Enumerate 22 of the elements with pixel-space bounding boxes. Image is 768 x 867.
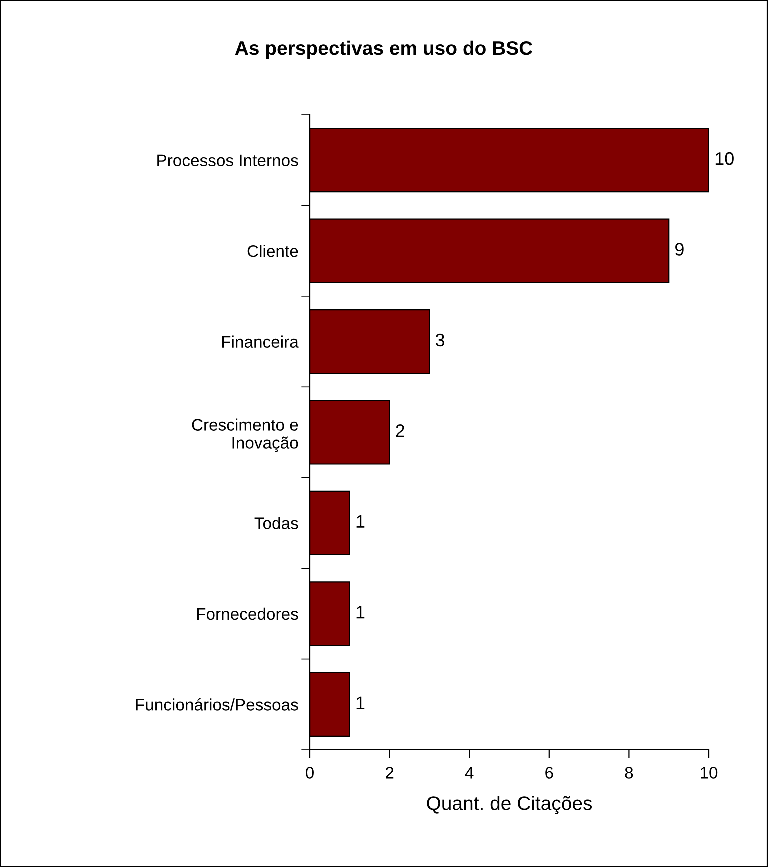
y-tick-label: Crescimento e Inovação: [192, 418, 298, 452]
data-label: 10: [716, 152, 734, 166]
y-tick-label: Financeira: [222, 336, 299, 348]
y-tick-label: Funcionários/Pessoas: [136, 698, 298, 711]
x-tick-label: 8: [625, 767, 634, 779]
data-label: 9: [676, 243, 684, 256]
chart-title: As perspectivas em uso do BSC: [235, 40, 533, 60]
x-tick-label: 2: [386, 767, 394, 779]
y-tick-label: Processos Internos: [158, 154, 298, 167]
x-axis-title: Quant. de Citações: [427, 796, 592, 814]
x-tick-label: 10: [701, 767, 718, 779]
data-label: 1: [356, 515, 365, 528]
data-label: 2: [396, 424, 404, 438]
y-tick-label: Todas: [254, 517, 298, 530]
data-label: 1: [356, 606, 365, 619]
y-tick-label: Cliente: [248, 245, 298, 258]
y-tick-label: Fornecedores: [197, 608, 298, 620]
data-label: 3: [436, 334, 445, 347]
data-label: 1: [356, 696, 365, 710]
x-tick-label: 0: [306, 767, 314, 779]
x-tick-label: 6: [546, 767, 554, 779]
x-tick-label: 4: [465, 767, 474, 779]
